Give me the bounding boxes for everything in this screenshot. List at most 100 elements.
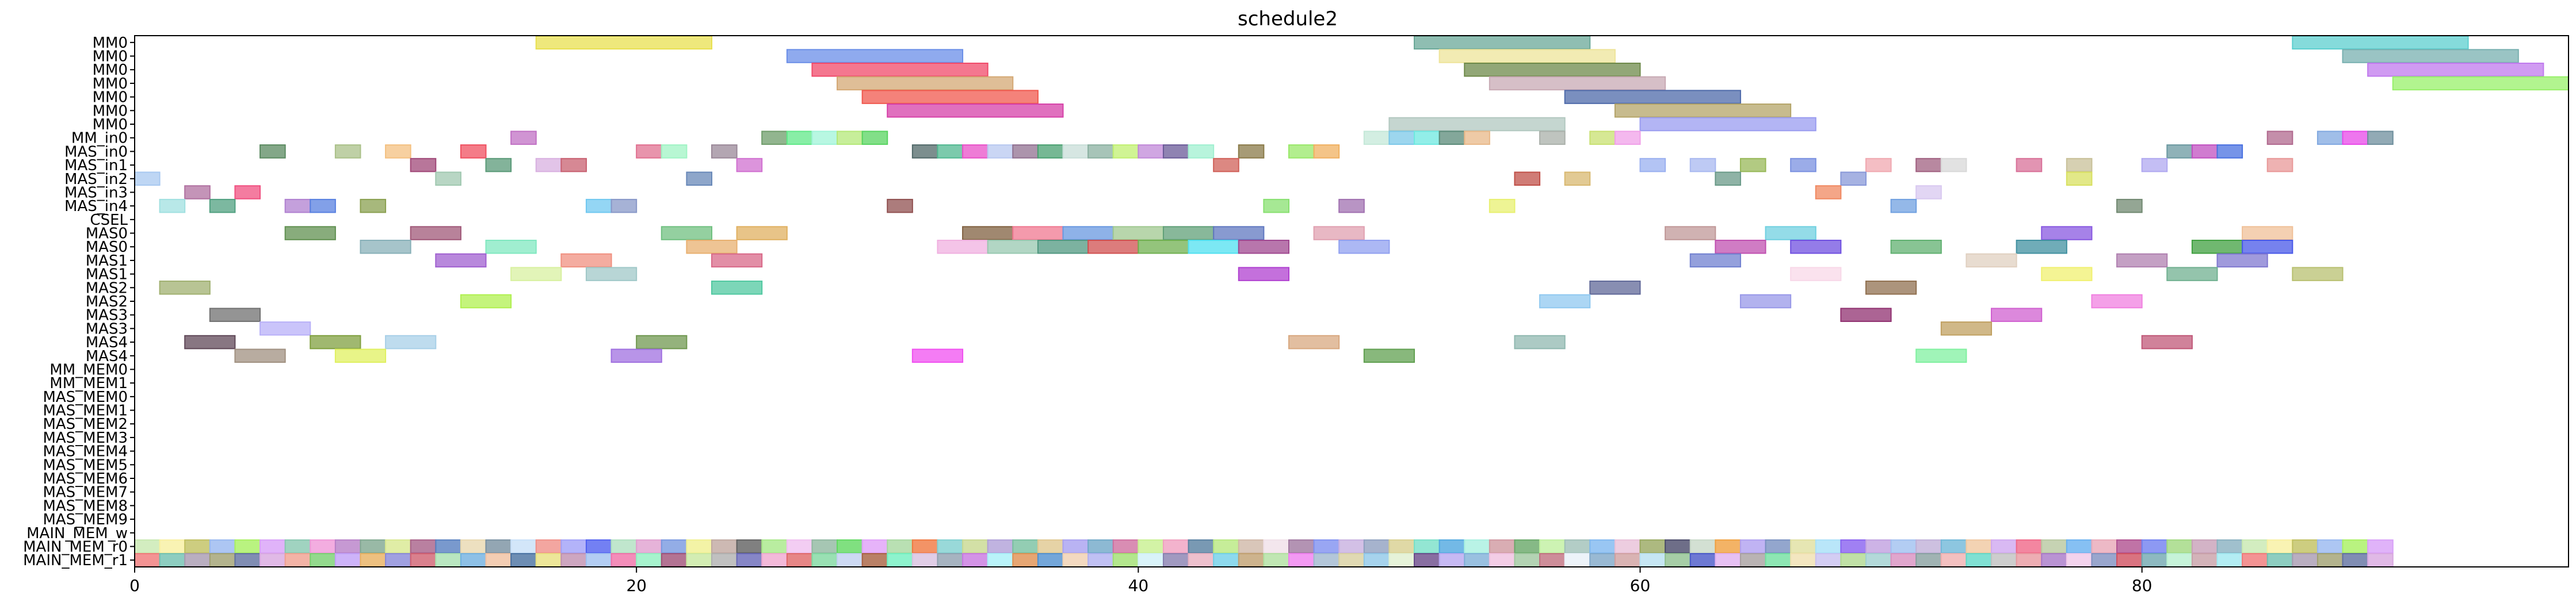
y-tick-label: MAS_MEM9: [43, 511, 128, 528]
y-tick-label: MAS3: [86, 320, 128, 337]
task-bar: [1890, 239, 1942, 254]
main-mem-bars: [134, 539, 2394, 567]
mem-bar: [610, 553, 638, 567]
mem-bar: [1188, 553, 1215, 567]
task-bar: [2266, 158, 2293, 172]
task-bar: [1940, 158, 1967, 172]
task-bar: [1564, 171, 1591, 186]
task-bar: [1037, 239, 1089, 254]
mem-bar: [1991, 539, 2017, 554]
task-bar: [159, 281, 211, 295]
mem-bar: [209, 539, 236, 554]
task-bar: [259, 321, 311, 336]
mem-bar: [435, 553, 461, 567]
task-bar: [1414, 35, 1591, 50]
mem-bar: [2367, 539, 2394, 554]
mem-bar: [661, 539, 688, 554]
mem-bar: [736, 553, 763, 567]
chart-title: schedule2: [1238, 7, 1338, 30]
mem-bar: [1464, 553, 1490, 567]
mem-bar: [1213, 539, 1239, 554]
mem-bar: [2242, 539, 2268, 554]
mem-bar: [234, 539, 261, 554]
task-bar: [1915, 348, 1967, 363]
mem-bar: [1162, 539, 1189, 554]
mem-bar: [310, 553, 336, 567]
mem-bar: [1739, 553, 1766, 567]
mem-bar: [1790, 553, 1816, 567]
task-bar: [837, 131, 863, 145]
mem-bar: [1313, 539, 1340, 554]
task-bar: [1966, 253, 2017, 268]
task-bar: [209, 308, 261, 322]
task-bar: [2066, 171, 2093, 186]
task-bar: [2141, 335, 2193, 350]
task-bar: [1514, 335, 1566, 350]
task-bar: [485, 239, 537, 254]
task-bar: [2242, 239, 2293, 254]
task-bar: [1790, 239, 1842, 254]
task-bar: [1338, 239, 1390, 254]
task-bar: [510, 267, 562, 281]
mem-bar: [535, 539, 562, 554]
task-bar: [711, 281, 763, 295]
mem-bar: [761, 553, 788, 567]
y-tick-label: MAS3: [86, 307, 128, 324]
mem-bar: [1940, 553, 1967, 567]
mem-bar: [2091, 539, 2118, 554]
task-bar: [2191, 144, 2218, 159]
mem-bar: [2066, 553, 2093, 567]
y-tick-label: MAS_in1: [64, 157, 128, 174]
mem-bar: [1414, 553, 1440, 567]
task-bar: [1689, 253, 1741, 268]
y-tick-label: MM0: [93, 48, 128, 66]
task-bar: [1062, 226, 1114, 240]
task-bar: [1865, 158, 1892, 172]
task-bar: [1263, 198, 1289, 213]
mem-bar: [1363, 539, 1390, 554]
mem-bar: [1388, 553, 1415, 567]
mem-bar: [1765, 553, 1792, 567]
task-bar: [1865, 281, 1917, 295]
task-bar: [1012, 226, 1064, 240]
y-tick-label: MM_MEM0: [49, 361, 128, 378]
y-tick-label: MAS0: [86, 239, 128, 256]
mem-bar: [1539, 553, 1566, 567]
task-bar: [937, 239, 989, 254]
mem-bar: [1689, 553, 1716, 567]
mem-bar: [1162, 553, 1189, 567]
task-bar: [1238, 239, 1289, 254]
mem-bar: [1715, 539, 1741, 554]
y-tick-label: CSEL: [90, 212, 128, 229]
task-bar: [2292, 267, 2344, 281]
mem-bar: [1062, 539, 1089, 554]
y-tick-label: MAS_MEM6: [43, 470, 128, 488]
mem-bar: [2191, 539, 2218, 554]
task-bar: [2091, 294, 2143, 309]
mem-bar: [2317, 539, 2344, 554]
task-bar: [2116, 253, 2168, 268]
mem-bar: [1037, 539, 1064, 554]
task-bar: [987, 144, 1014, 159]
task-bar: [962, 226, 1014, 240]
task-bar: [209, 198, 236, 213]
y-tick-label: MM0: [93, 75, 128, 93]
task-bar: [1840, 171, 1867, 186]
y-tick-label: MAS1: [86, 266, 128, 283]
mem-bar: [1639, 539, 1666, 554]
mem-bar: [2266, 539, 2293, 554]
task-bar: [560, 253, 612, 268]
task-bar: [1338, 198, 1365, 213]
task-bar: [2367, 62, 2544, 77]
mem-bar: [1414, 539, 1440, 554]
mem-bar: [1338, 539, 1365, 554]
y-tick-label: MAIN_MEM_r0: [23, 538, 128, 555]
task-bar: [1689, 158, 1716, 172]
task-bar: [1037, 144, 1064, 159]
mem-bar: [711, 553, 738, 567]
mem-bar: [1815, 553, 1842, 567]
mem-bar: [1213, 553, 1239, 567]
task-bar: [1162, 144, 1189, 159]
task-bar: [2216, 144, 2243, 159]
task-bar: [1639, 158, 1666, 172]
